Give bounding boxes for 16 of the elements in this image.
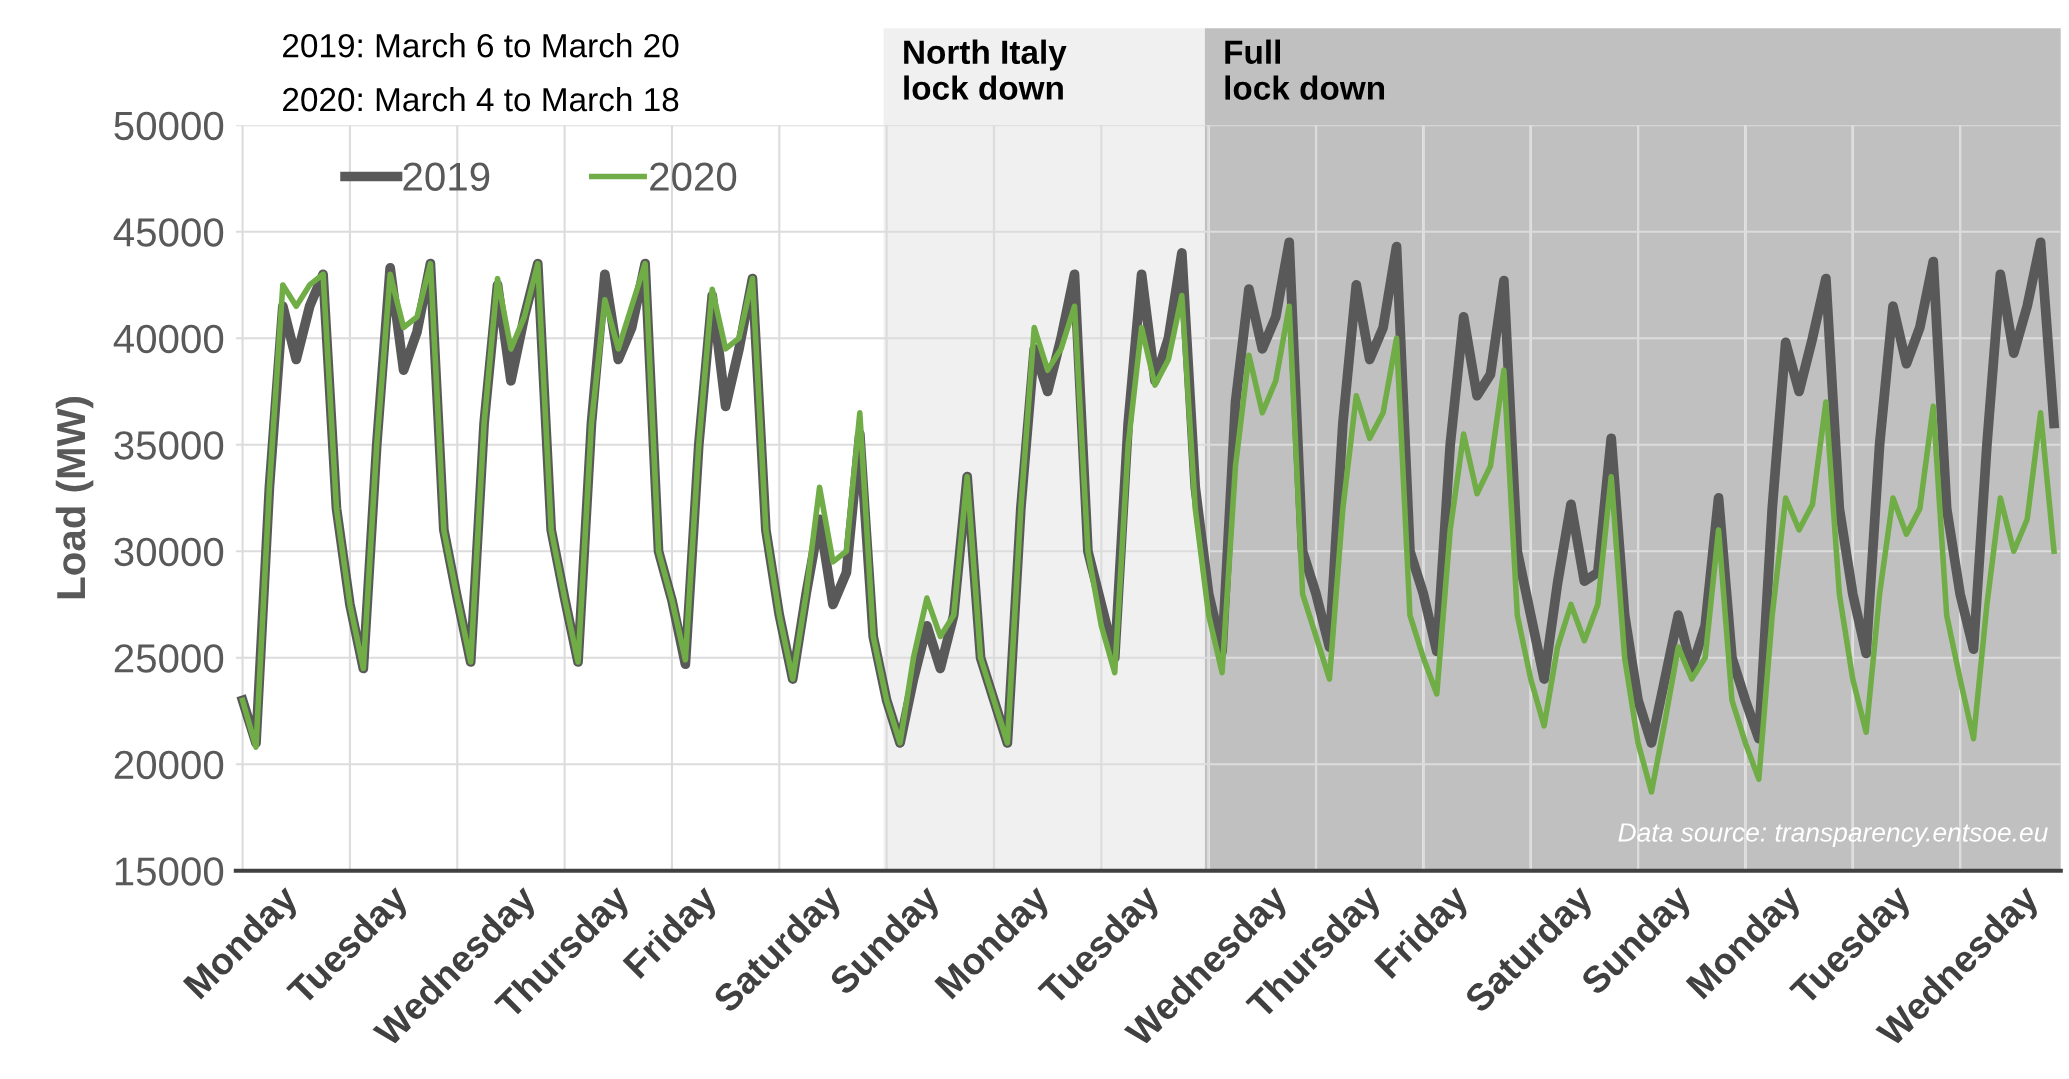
y-tick-label: 30000 — [114, 537, 224, 567]
y-tick-label: 45000 — [113, 218, 224, 247]
annotation: Data source: transparency.entsoe.eu — [1618, 823, 2048, 848]
y-tick-label: 15000 — [115, 857, 224, 886]
y-tick-label: 25000 — [114, 644, 224, 673]
legend-label: 2020 — [650, 162, 737, 191]
text: Full lock down — [1225, 39, 1385, 100]
legend-label: 2019 — [403, 162, 490, 191]
y-axis-title: Load (MW) — [55, 397, 94, 599]
y-tick-label: 40000 — [113, 324, 224, 354]
y-tick-label: 50000 — [114, 111, 224, 141]
y-tick-label: 20000 — [114, 750, 224, 780]
text: 2019: March 6 to March 20 — [283, 33, 679, 58]
text: 2020: March 4 to March 18 — [283, 86, 679, 112]
text: North Italy lock down — [904, 39, 1067, 100]
y-tick-label: 35000 — [114, 431, 224, 460]
